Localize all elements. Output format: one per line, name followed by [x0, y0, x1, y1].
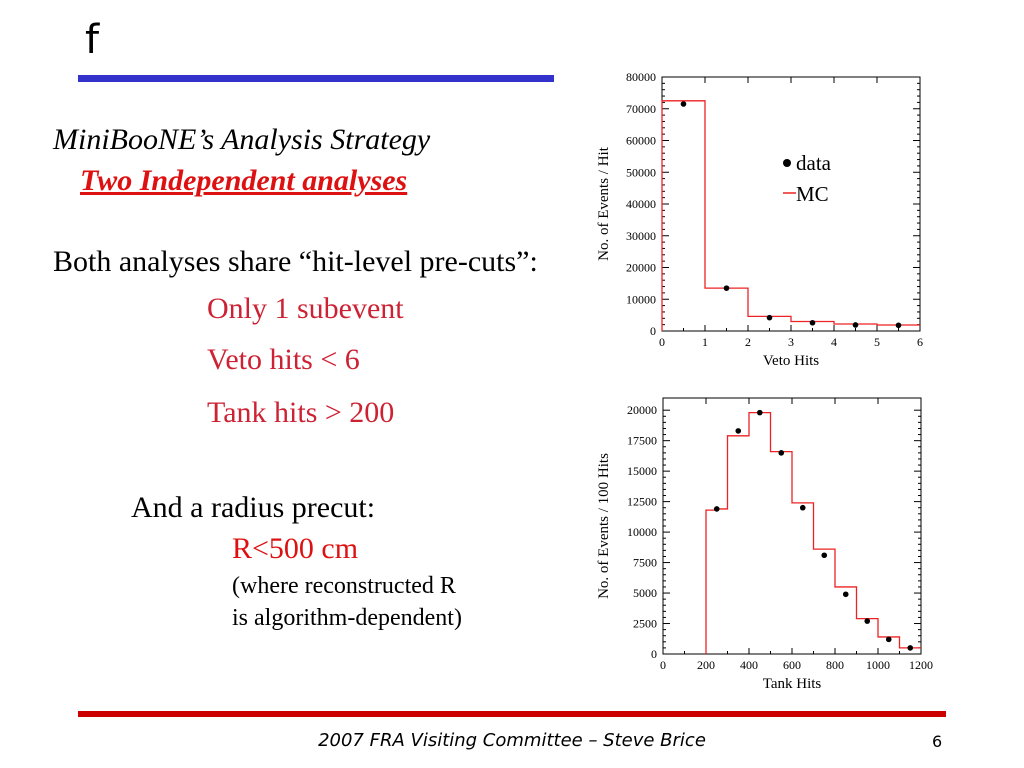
y-tick-label: 30000 [626, 229, 656, 243]
data-point [821, 552, 828, 559]
cut-veto-hits: Veto hits < 6 [207, 343, 360, 376]
data-point [756, 409, 763, 416]
shared-precuts-line: Both analyses share “hit-level pre-cuts”… [53, 245, 538, 278]
strategy-heading: MiniBooNE’s Analysis Strategy [53, 123, 431, 156]
radius-note-line-1: (where reconstructed R [232, 573, 456, 599]
y-tick-label: 15000 [627, 464, 657, 478]
data-point [852, 322, 859, 328]
x-tick-label: 600 [783, 658, 801, 672]
x-tick-label: 3 [788, 335, 794, 349]
bottom-rule [78, 711, 946, 717]
top-rule [78, 75, 554, 82]
y-tick-label: 70000 [626, 102, 656, 116]
cut-tank-hits: Tank hits > 200 [207, 396, 395, 429]
slide-title: f [85, 17, 100, 63]
mc-histogram-line [661, 100, 920, 331]
x-tick-label: 4 [831, 335, 837, 349]
y-tick-label: 12500 [627, 495, 657, 509]
y-tick-label: 40000 [626, 197, 656, 211]
y-tick-label: 5000 [633, 586, 657, 600]
data-point [723, 285, 730, 291]
tank-hits-chart: 0 200 400 600 800 1000 1200 0 2500 5000 7500 10000 1… [596, 397, 933, 692]
radius-precut-line: And a radius precut: [131, 491, 376, 524]
data-point [735, 428, 742, 434]
plot-frame [661, 76, 921, 332]
x-tick-label: 400 [740, 658, 758, 672]
x-tick-label: 6 [917, 335, 923, 349]
y-axis-label: No. of Events / Hit [596, 146, 612, 261]
mc-histogram-line [705, 411, 921, 654]
x-tick-label: 200 [697, 658, 715, 672]
data-point [713, 506, 720, 512]
cut-subevent: Only 1 subevent [207, 292, 404, 325]
legend-data-marker [783, 159, 791, 167]
y-tick-label: 60000 [626, 134, 656, 148]
plot-frame [662, 397, 922, 655]
page-number: 6 [932, 732, 943, 751]
footer-text: 2007 FRA Visiting Committee – Steve Bric… [318, 730, 706, 751]
data-point [864, 618, 871, 624]
x-tick-label: 0 [660, 658, 666, 672]
y-axis-label: No. of Events / 100 Hits [596, 453, 612, 599]
x-tick-label: 1000 [866, 658, 890, 672]
y-tick-label: 17500 [627, 434, 657, 448]
y-tick-label: 0 [651, 647, 657, 661]
y-tick-label: 7500 [633, 556, 657, 570]
data-point [766, 314, 773, 321]
data-point [680, 101, 687, 107]
veto-hits-chart: 0 1 2 3 4 5 6 0 10000 20000 30000 40000 50000 60000 70… [596, 70, 923, 369]
legend-mc-label: MC [796, 182, 829, 206]
x-tick-label: 800 [826, 658, 844, 672]
x-axis-label: Veto Hits [763, 353, 819, 369]
data-point [778, 450, 785, 456]
x-tick-label: 0 [659, 335, 665, 349]
data-point [895, 322, 902, 329]
data-point [907, 645, 914, 651]
x-tick-label: 2 [745, 335, 751, 349]
x-tick-label: 1 [702, 335, 708, 349]
x-tick-label: 5 [874, 335, 880, 349]
radius-value: R<500 cm [232, 532, 359, 565]
data-point [799, 504, 806, 511]
legend-data-label: data [796, 151, 832, 175]
y-tick-label: 2500 [633, 617, 657, 631]
analyses-subheading: Two Independent analyses [80, 164, 408, 197]
x-axis-label: Tank Hits [763, 676, 822, 692]
y-tick-label: 50000 [626, 165, 656, 179]
data-point [885, 636, 892, 643]
y-tick-label: 10000 [626, 292, 656, 306]
y-tick-label: 0 [650, 324, 656, 338]
y-tick-label: 20000 [627, 403, 657, 417]
radius-note-line-2: is algorithm-dependent) [232, 605, 462, 631]
data-point [809, 319, 816, 326]
x-tick-label: 1200 [909, 658, 933, 672]
y-tick-label: 10000 [627, 525, 657, 539]
y-tick-label: 20000 [626, 261, 656, 275]
data-point [842, 591, 849, 598]
y-tick-label: 80000 [626, 70, 656, 84]
